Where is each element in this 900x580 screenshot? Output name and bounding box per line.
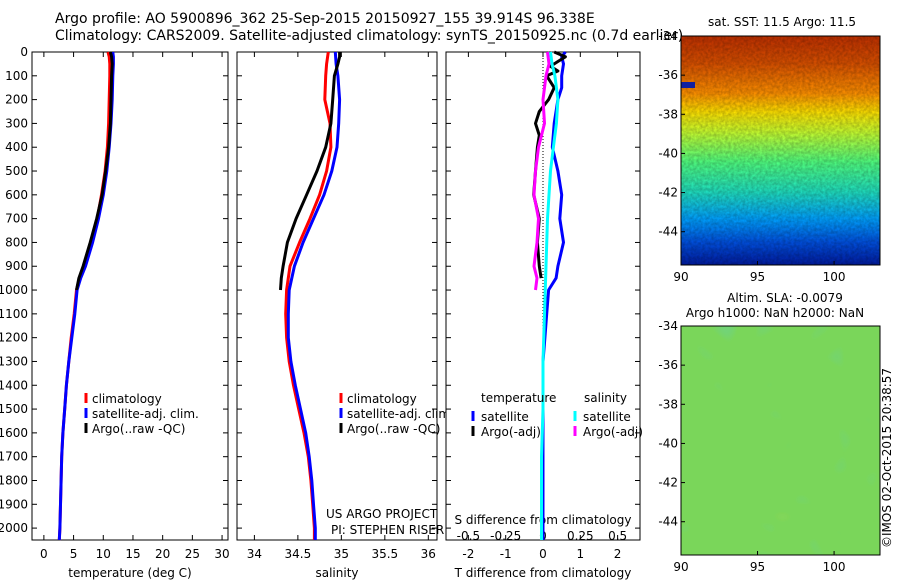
legend-label: Argo(-adj) bbox=[583, 425, 643, 439]
map-x-tick-label: 100 bbox=[823, 560, 846, 574]
series-line bbox=[532, 51, 551, 291]
x-tick-label: 20 bbox=[155, 547, 170, 561]
x-tick-label: 35.5 bbox=[371, 547, 398, 561]
series-line bbox=[279, 52, 342, 291]
y-tick-label: 500 bbox=[5, 164, 28, 178]
x-tick-label: 5 bbox=[70, 547, 78, 561]
x-tick-label: 25 bbox=[185, 547, 200, 561]
credit-project: US ARGO PROJECT bbox=[326, 507, 438, 521]
sla-title: Altim. SLA: -0.0079 bbox=[727, 291, 843, 305]
plot-frame bbox=[236, 51, 438, 541]
sst-argo-marker bbox=[681, 82, 695, 88]
y-tick-label: 1700 bbox=[0, 450, 28, 464]
x-tick-label: 34.5 bbox=[285, 547, 312, 561]
map-y-tick-label: -40 bbox=[658, 436, 678, 450]
sst-map bbox=[680, 35, 881, 266]
chart-title-line1: Argo profile: AO 5900896_362 25-Sep-2015… bbox=[55, 11, 595, 27]
x-tick-label: 0 bbox=[539, 547, 547, 561]
x-tick-label-s: -0.25 bbox=[490, 529, 521, 543]
x-tick-label: 10 bbox=[96, 547, 111, 561]
x-tick-label: 2 bbox=[614, 547, 622, 561]
credit-pi: PI: STEPHEN RISER bbox=[331, 523, 444, 537]
x-tick-label-s: 0.25 bbox=[567, 529, 594, 543]
x-tick-label: 15 bbox=[125, 547, 140, 561]
map-x-tick-label: 100 bbox=[823, 270, 846, 284]
y-tick-label: 400 bbox=[5, 140, 28, 154]
legend-label: Argo(..raw -QC) bbox=[347, 422, 440, 436]
legend-label: satellite bbox=[583, 410, 631, 424]
map-x-tick-label: 90 bbox=[673, 560, 688, 574]
x-tick-label-s: 0.5 bbox=[608, 529, 627, 543]
chart-title-line2: Climatology: CARS2009. Satellite-adjuste… bbox=[55, 28, 684, 44]
y-tick-label: 1800 bbox=[0, 473, 28, 487]
legend-label: satellite-adj. clim. bbox=[347, 407, 454, 421]
map-x-tick-label: 95 bbox=[750, 560, 765, 574]
legend-label: satellite bbox=[481, 410, 529, 424]
map-y-tick-label: -34 bbox=[658, 319, 678, 333]
y-tick-label: 0 bbox=[20, 45, 28, 59]
x-tick-label: -1 bbox=[500, 547, 512, 561]
profile-panel-2: 34 34.5 35 35.5 36 salinity climatologysatelli… bbox=[236, 51, 454, 580]
x-tick-label: 36 bbox=[421, 547, 436, 561]
y-tick-label: 700 bbox=[5, 212, 28, 226]
y-tick-label: 1000 bbox=[0, 283, 28, 297]
legend-group-title: salinity bbox=[584, 391, 627, 405]
legend-label: climatology bbox=[92, 392, 162, 406]
x-axis-label: T difference from climatology bbox=[454, 566, 632, 580]
y-tick-label: 1500 bbox=[0, 402, 28, 416]
x-tick-label: 0 bbox=[40, 547, 48, 561]
y-tick-label: 1200 bbox=[0, 331, 28, 345]
y-tick-label: 900 bbox=[5, 259, 28, 273]
x-axis-label: salinity bbox=[315, 566, 358, 580]
map-y-tick-label: -40 bbox=[658, 146, 678, 160]
y-tick-label: 800 bbox=[5, 235, 28, 249]
y-tick-label: 1100 bbox=[0, 307, 28, 321]
x-tick-label: -2 bbox=[462, 547, 474, 561]
series-line bbox=[286, 51, 342, 540]
y-tick-label: 2000 bbox=[0, 521, 28, 535]
map-y-tick-label: -44 bbox=[658, 225, 678, 239]
series-line bbox=[540, 51, 560, 540]
y-tick-label: 200 bbox=[5, 93, 28, 107]
y-tick-label: 100 bbox=[5, 69, 28, 83]
y-tick-label: 600 bbox=[5, 188, 28, 202]
map-y-tick-label: -38 bbox=[658, 107, 678, 121]
map-y-tick-label: -38 bbox=[658, 397, 678, 411]
sst-title: sat. SST: 11.5 Argo: 11.5 bbox=[708, 15, 856, 29]
map-y-tick-label: -36 bbox=[658, 358, 678, 372]
y-tick-label: 1300 bbox=[0, 354, 28, 368]
map-x-tick-label: 95 bbox=[750, 270, 765, 284]
profile-panel-1: 0 5 10 15 20 25 30 temperature (deg C) 0 100 200 30… bbox=[0, 45, 230, 580]
y-tick-label: 1900 bbox=[0, 497, 28, 511]
sla-map bbox=[680, 325, 881, 556]
series-line bbox=[75, 51, 114, 291]
imos-stamp: ©IMOS 02-Oct-2015 20:38:57 bbox=[880, 368, 894, 548]
plot-frame bbox=[31, 51, 229, 541]
legend-label: Argo(..raw -QC) bbox=[92, 422, 185, 436]
map-y-tick-label: -34 bbox=[658, 29, 678, 43]
y-tick-label: 300 bbox=[5, 116, 28, 130]
x-tick-label: 1 bbox=[576, 547, 584, 561]
map-y-tick-label: -42 bbox=[658, 186, 678, 200]
map-x-tick-label: 90 bbox=[673, 270, 688, 284]
map-y-tick-label: -44 bbox=[658, 515, 678, 529]
x-tick-label-s: -0.5 bbox=[457, 529, 480, 543]
x-tick-label: 30 bbox=[214, 547, 229, 561]
legend-group-title: temperature bbox=[481, 391, 556, 405]
y-tick-label: 1600 bbox=[0, 426, 28, 440]
x-axis-label: temperature (deg C) bbox=[68, 566, 191, 580]
map-y-tick-label: -42 bbox=[658, 476, 678, 490]
x-tick-label: 34 bbox=[247, 547, 262, 561]
legend-label: climatology bbox=[347, 392, 417, 406]
map-y-tick-label: -36 bbox=[658, 68, 678, 82]
x-tick-label: 35 bbox=[334, 547, 349, 561]
sla-subtitle: Argo h1000: NaN h2000: NaN bbox=[686, 306, 864, 320]
y-tick-label: 1400 bbox=[0, 378, 28, 392]
legend-label: satellite-adj. clim. bbox=[92, 407, 199, 421]
legend-label: Argo(-adj) bbox=[481, 425, 541, 439]
